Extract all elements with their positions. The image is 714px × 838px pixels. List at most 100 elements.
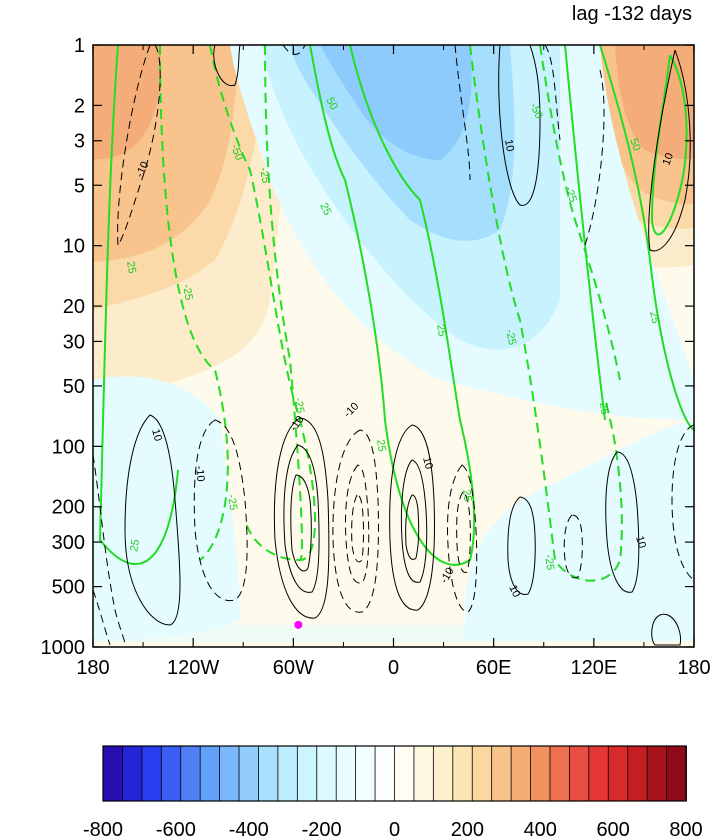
fill-region-bottom-strip bbox=[93, 625, 694, 642]
black-contour-pos-4 bbox=[124, 414, 181, 626]
black-contour-neg-2 bbox=[117, 45, 161, 246]
black-contour-pos-8 bbox=[389, 424, 435, 611]
y-tick-label: 50 bbox=[63, 376, 85, 398]
black-contour-neg-4 bbox=[454, 45, 471, 181]
contour-label-wind-pos-50-mid: 50 bbox=[323, 96, 340, 113]
colorbar-swatch bbox=[335, 745, 357, 802]
black-contour-pos-5 bbox=[273, 417, 330, 619]
colorbar-swatch bbox=[588, 745, 610, 802]
colorbar-swatch bbox=[355, 745, 376, 802]
black-contour-pos-10 bbox=[405, 494, 420, 560]
colorbar-swatch bbox=[374, 745, 396, 802]
colorbar-swatch bbox=[666, 745, 687, 802]
x-axis: 180 120W 60W 0 60E 120E 180 bbox=[76, 45, 711, 679]
y-tick-label: 300 bbox=[52, 532, 85, 554]
colorbar-swatch bbox=[491, 745, 512, 802]
wind-contour-neg-1 bbox=[159, 45, 229, 561]
black-contour-neg-14 bbox=[456, 491, 471, 574]
fill-region-ne-4 bbox=[615, 45, 694, 160]
contour-label-wind-pos-25-b: 25 bbox=[124, 260, 138, 274]
contour-label-pos-10-n: 10 bbox=[502, 138, 516, 152]
x-tick-label: 60W bbox=[273, 657, 314, 679]
colorbar-tick-label: -600 bbox=[156, 819, 196, 838]
contour-label-wind-pos-25-c: 25 bbox=[434, 323, 448, 337]
colorbar-swatch bbox=[569, 745, 590, 802]
y-tick-label: 500 bbox=[52, 577, 85, 599]
colorbar-swatch bbox=[452, 745, 474, 802]
colorbar-swatch bbox=[316, 745, 338, 802]
black-contour-neg-9 bbox=[193, 419, 248, 602]
y-tick-label: 100 bbox=[52, 436, 85, 458]
colorbar-swatch bbox=[180, 745, 202, 802]
colorbar-swatch bbox=[238, 745, 260, 802]
black-contour-neg-16 bbox=[671, 424, 694, 581]
contour-label-wind-pos-25-a: 25 bbox=[317, 201, 333, 217]
contour-label-wind-pos-25-e: 25 bbox=[597, 402, 611, 416]
contour-label-wind-neg-25-d: -25 bbox=[503, 328, 518, 346]
x-tick-label: 120E bbox=[570, 657, 617, 679]
colorbar-swatch bbox=[549, 745, 571, 802]
wind-contour-pos-1 bbox=[98, 45, 179, 566]
contour-label-pos-10-a: 10 bbox=[420, 456, 435, 471]
wind-contour-pos-3 bbox=[349, 45, 461, 421]
contour-label-pos-10-b: 10 bbox=[506, 583, 522, 599]
colorbar-swatch bbox=[277, 745, 299, 802]
colorbar-frame bbox=[102, 745, 687, 802]
black-contours bbox=[93, 45, 694, 646]
colorbar-swatch bbox=[219, 745, 240, 802]
colorbar-tick-label: 800 bbox=[669, 819, 702, 838]
black-contour-neg-1 bbox=[117, 45, 151, 246]
black-contour-pos-11 bbox=[507, 496, 536, 595]
contour-label-wind-neg-25-f: -25 bbox=[225, 494, 239, 511]
y-tick-label: 3 bbox=[74, 131, 85, 153]
wind-contour-neg-5 bbox=[539, 45, 621, 381]
y-tick-label: 10 bbox=[63, 236, 85, 258]
colorbar-tick-label: 400 bbox=[524, 819, 557, 838]
colorbar-swatch bbox=[510, 745, 532, 802]
fill-region-se bbox=[465, 420, 694, 640]
contour-label-wind-neg-50-left: -50 bbox=[228, 143, 245, 162]
colorbar-swatch bbox=[258, 745, 279, 802]
contour-label-wind-pos-50-right: 50 bbox=[627, 137, 642, 153]
contour-label-wind-pos-25-d: 25 bbox=[647, 310, 661, 324]
y-tick-label: 200 bbox=[52, 497, 85, 519]
wind-contour-neg-3 bbox=[264, 45, 303, 561]
filled-contours bbox=[93, 45, 694, 642]
colorbar-swatch bbox=[102, 745, 124, 802]
y-axis: 1 2 3 5 10 20 30 50 100 200 300 500 1000 bbox=[41, 35, 694, 659]
x-tick-label: 180 bbox=[76, 657, 109, 679]
black-contour-neg-3 bbox=[282, 45, 306, 55]
colorbar-swatch bbox=[199, 745, 221, 802]
contour-label-wind-neg-25-c: -25 bbox=[180, 283, 195, 301]
colorbar-tick-label: 200 bbox=[451, 819, 484, 838]
y-tick-label: 2 bbox=[74, 95, 85, 117]
colorbar-tick-label: -400 bbox=[229, 819, 269, 838]
black-contour-neg-15 bbox=[563, 514, 583, 579]
wind-contour-neg-4 bbox=[469, 45, 623, 582]
colorbar: -800 -600 -400 -200 0 200 400 600 800 bbox=[83, 745, 703, 838]
colorbar-swatch bbox=[122, 745, 143, 802]
black-contour-pos-2 bbox=[498, 45, 541, 206]
colorbar-swatch bbox=[471, 745, 493, 802]
contour-label-pos-10-w: 10 bbox=[149, 428, 164, 443]
x-tick-label: 60E bbox=[476, 657, 512, 679]
black-contour-neg-13 bbox=[447, 464, 478, 613]
wind-contour-pos-4 bbox=[564, 45, 606, 421]
y-tick-label: 30 bbox=[63, 331, 85, 353]
chart-title: lag -132 days bbox=[572, 3, 692, 25]
contour-label-wind-pos-25-g: 25 bbox=[460, 489, 474, 503]
black-contour-pos-1 bbox=[213, 45, 241, 86]
colorbar-tick-label: -200 bbox=[302, 819, 342, 838]
colorbar-swatch bbox=[432, 745, 454, 802]
black-contour-neg-8 bbox=[93, 589, 111, 646]
reference-point-marker bbox=[294, 620, 303, 629]
black-contour-pos-9 bbox=[400, 459, 428, 583]
y-tick-label: 1 bbox=[74, 35, 85, 57]
contour-label-pos-10-ne: 10 bbox=[661, 151, 676, 167]
black-contour-neg-12 bbox=[351, 494, 364, 563]
contour-label-wind-neg-25-g: -25 bbox=[542, 554, 556, 571]
fill-region-nw-4 bbox=[93, 45, 161, 160]
black-contour-pos-3 bbox=[648, 49, 691, 252]
colorbar-swatch bbox=[141, 745, 163, 802]
contour-label-wind-neg-25-e: -25 bbox=[292, 397, 306, 414]
